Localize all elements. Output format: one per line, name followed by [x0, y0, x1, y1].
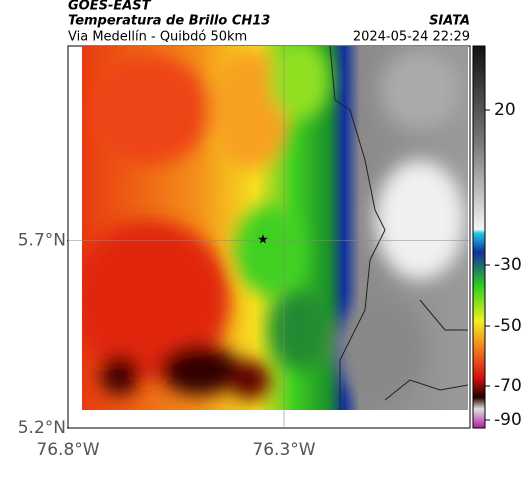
lat-tick-label: 5.7°N	[18, 231, 66, 251]
gridlines	[68, 46, 470, 428]
colorbar-tick-label: 20	[494, 100, 516, 120]
colorbar	[472, 45, 486, 429]
region: Via Medellín - Quibdó 50km	[68, 30, 247, 45]
satellite-image	[82, 46, 468, 410]
colorbar-tick-label: -50	[494, 316, 522, 336]
lon-tick-label: 76.3°W	[252, 440, 315, 460]
colorbar-tick-label: -90	[494, 410, 522, 430]
ticks: 5.7°N 5.2°N76.8°W 76.3°W 20 -30 -50 -70 -90	[18, 100, 522, 460]
colorbar-tick-label: -70	[494, 376, 522, 396]
datetime: 2024-05-24 22:29	[353, 30, 470, 45]
subtitle: Temperatura de Brillo CH13	[68, 14, 270, 29]
location-marker: ★	[257, 233, 269, 248]
source: SIATA	[429, 14, 470, 29]
colorbar-tick-label: -30	[494, 255, 522, 275]
lat-tick-label: 5.2°N	[18, 418, 66, 438]
title: GOES-EAST	[68, 0, 152, 14]
lon-tick-label: 76.8°W	[36, 440, 99, 460]
